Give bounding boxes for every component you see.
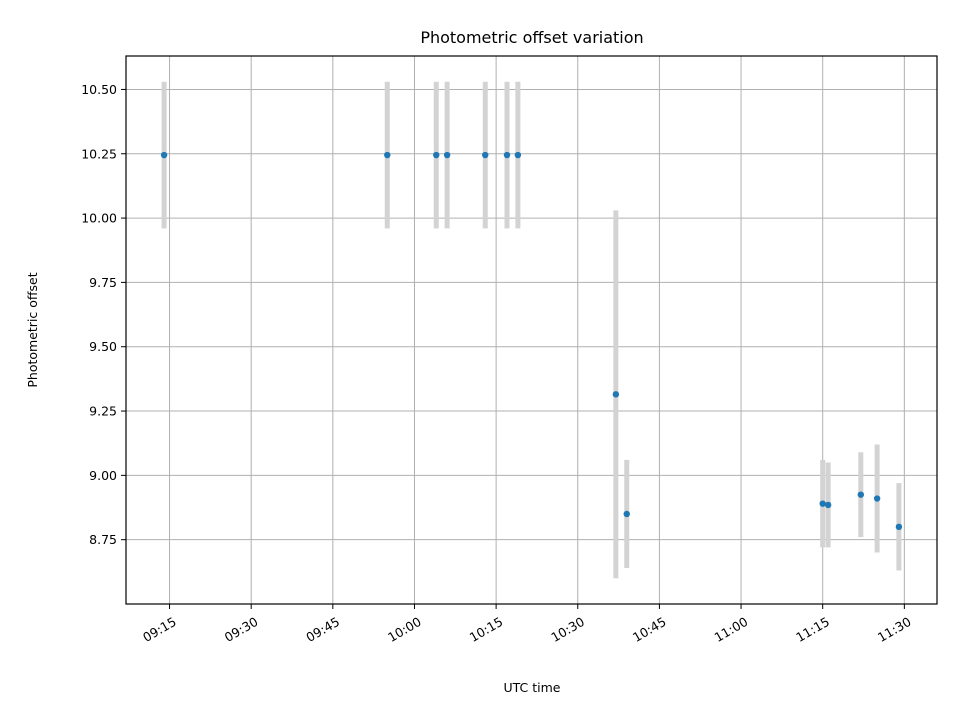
y-tick-label: 10.00 [81,211,117,226]
data-point [482,151,489,159]
data-point [857,491,864,498]
data-point [623,510,630,518]
x-tick-label: 10:00 [385,614,424,645]
y-tick-label: 9.25 [89,404,117,419]
data-point [433,151,440,159]
y-tick-label: 9.50 [89,339,117,354]
y-axis-label: Photometric offset [25,272,40,387]
x-tick-label: 09:15 [140,614,179,645]
data-point [443,151,451,159]
data-point [384,151,391,159]
data-points [160,151,903,531]
error-bars [161,81,902,579]
x-tick-label: 09:45 [303,614,342,645]
x-tick-label: 10:15 [467,614,506,645]
data-point [514,151,522,159]
plot-frame [125,55,938,605]
x-tick-label: 11:15 [793,614,832,645]
data-point [612,391,620,398]
data-point [160,151,168,159]
y-tick-label: 10.25 [81,146,117,161]
x-tick-label: 11:00 [712,614,751,645]
x-tick-label: 10:45 [630,614,669,645]
y-tick-label: 9.75 [89,275,117,290]
x-tick-label: 09:30 [222,614,261,645]
grid [126,56,937,604]
x-tick-label: 10:30 [548,614,587,645]
x-axis-ticks: 09:15 09:30 09:45 10:00 10:15 10:30 10:45 11:00… [140,604,914,645]
x-axis-label: UTC time [504,680,561,695]
data-point [824,501,832,509]
data-point [895,523,903,531]
data-point [503,151,511,159]
chart-title: Photometric offset variation [420,28,643,47]
data-point [873,495,881,502]
y-axis-ticks: 8.75 9.00 9.25 9.50 9.75 10.00 10.25 10.50 [81,82,126,547]
data-point [819,500,826,507]
x-tick-label: 11:30 [875,614,914,645]
y-tick-label: 9.00 [89,468,117,483]
y-tick-label: 8.75 [89,532,117,547]
y-tick-label: 10.50 [81,82,117,97]
